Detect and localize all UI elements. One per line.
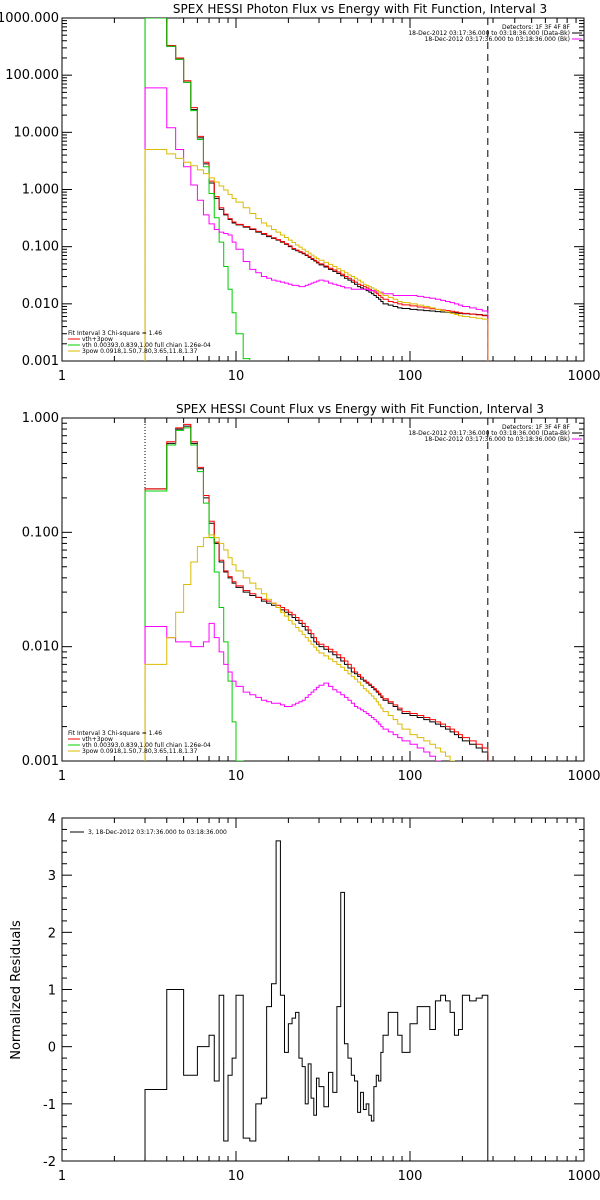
legend-bottom-left-entry: vth 0.00393,0.839,1.00 full chian 1.26e-… <box>82 342 211 349</box>
legend-bottom-left-entry: 3pow 0.0918,1.50,7.80,3.65,11.8,1.37 <box>82 748 198 755</box>
y-tick-label: 0.001 <box>22 754 59 769</box>
y-tick-label: 1 <box>48 984 56 999</box>
chart-marks-1: 1 10 100 1000 0.001 0.010 0.100 1.000 10.000 100.… <box>0 11 600 384</box>
y-tick-label: -1 <box>43 1098 56 1113</box>
y-axis-label-3: Normalized Residuals <box>9 920 24 1060</box>
y-tick-label: 1.000 <box>22 183 59 198</box>
x-tick-label: 1 <box>58 1169 66 1184</box>
y-tick-label: 1000.000 <box>0 11 59 26</box>
legend-top-right-entry: 18-Dec-2012 03:17:36.000 to 03:18:36.000… <box>408 430 570 437</box>
y-tick-label: 3 <box>48 869 56 884</box>
x-tick-label: 100 <box>398 1169 423 1184</box>
series-line-5 <box>144 149 489 361</box>
legend-bottom-left-entry: Fit Interval 3 Chi-square = 1.46 <box>68 730 162 737</box>
panel-residuals: Normalized Residuals <box>9 817 585 1162</box>
legend-top-right-entry: 18-Dec-2012 03:17:36.000 to 03:18:36.000… <box>425 436 570 443</box>
chart-marks-3: 1 10 100 1000 -2 -1 0 1 2 3 4 3, 18-Dec-2012 03:17:… <box>43 812 600 1184</box>
x-tick-label: 1000 <box>567 369 600 384</box>
y-tick-label: 4 <box>48 812 56 827</box>
plot-frame-2 <box>61 417 585 762</box>
series-line-2 <box>144 18 489 361</box>
legend-bottom-left-entry: 3pow 0.0918,1.50,7.80,3.65,11.8,1.37 <box>82 348 198 355</box>
y-tick-label: -2 <box>43 1155 56 1170</box>
y-tick-label: 0.001 <box>22 354 59 369</box>
series-line-5 <box>144 534 489 761</box>
y-tick-label: 100.000 <box>5 68 59 83</box>
x-tick-label: 10 <box>228 769 245 784</box>
series-line-1 <box>144 840 489 1161</box>
legend-bottom-left-entry: vth+3pow <box>82 336 113 343</box>
y-tick-label: 0.010 <box>22 297 59 312</box>
series-line-3 <box>144 427 489 761</box>
x-tick-label: 100 <box>398 769 423 784</box>
x-tick-label: 1 <box>58 369 66 384</box>
legend-top-right-entry: Detectors: 1F 3F 4F 8F <box>502 424 571 431</box>
x-tick-label: 100 <box>398 369 423 384</box>
plot-frame-1 <box>61 17 585 362</box>
y-tick-label: 0.010 <box>22 640 59 655</box>
legend-top-right-entry: 18-Dec-2012 03:17:36.000 to 03:18:36.000… <box>425 36 570 43</box>
series-line-4 <box>144 87 489 361</box>
legend-bottom-left-entry: vth 0.00393,0.839,1.00 full chian 1.26e-… <box>82 742 211 749</box>
panel-photon: SPEX HESSI Photon Flux vs Energy with Fi… <box>61 2 585 362</box>
chart-title-1: SPEX HESSI Photon Flux vs Energy with Fi… <box>173 2 547 16</box>
y-tick-label: 0 <box>48 1041 56 1056</box>
series-line-2 <box>144 423 489 761</box>
x-tick-label: 1 <box>58 769 66 784</box>
series-line-4 <box>144 622 489 761</box>
y-tick-label: 2 <box>48 926 56 941</box>
series-line-3 <box>144 18 489 361</box>
panel-count: SPEX HESSI Count Flux vs Energy with Fit… <box>61 402 585 762</box>
legend-top-right-entry: Detectors: 1F 3F 4F 8F <box>502 24 571 31</box>
chart-title-2: SPEX HESSI Count Flux vs Energy with Fit… <box>176 402 544 416</box>
legend-entry: 3, 18-Dec-2012 03:17:36.000 to 03:18:36.… <box>88 829 227 836</box>
legend-top-right-entry: 18-Dec-2012 03:17:36.000 to 03:18:36.000… <box>408 30 570 37</box>
legend-bottom-left-entry: vth+3pow <box>82 736 113 743</box>
y-tick-label: 1.000 <box>22 411 59 426</box>
y-tick-label: 10.000 <box>14 125 60 140</box>
x-tick-label: 10 <box>228 369 245 384</box>
x-tick-label: 1000 <box>567 1169 600 1184</box>
chart-marks-2: 1 10 100 1000 0.001 0.010 0.100 1.000 Detectors:… <box>22 411 600 784</box>
x-tick-label: 10 <box>228 1169 245 1184</box>
plot-frame-3 <box>61 817 585 1162</box>
y-tick-label: 0.100 <box>22 525 59 540</box>
legend-bottom-left-entry: Fit Interval 3 Chi-square = 1.46 <box>68 330 162 337</box>
x-tick-label: 1000 <box>567 769 600 784</box>
series-line-1 <box>144 425 489 761</box>
y-tick-label: 0.100 <box>22 240 59 255</box>
